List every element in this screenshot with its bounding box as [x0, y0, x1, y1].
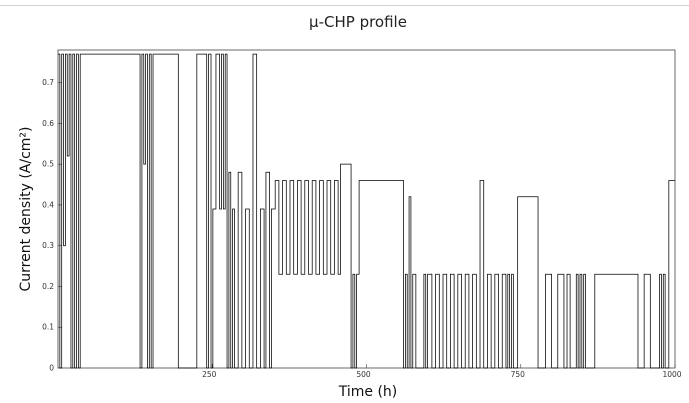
x-tick-label: 250 — [202, 370, 217, 379]
y-tick-label: 0.1 — [42, 323, 54, 332]
plot-frame — [57, 49, 676, 369]
y-tick-label: 0.4 — [42, 200, 54, 209]
y-tick-label: 0.3 — [42, 241, 54, 250]
y-axis-label: Current density (A/cm²) — [18, 127, 34, 292]
chart-title: µ-CHP profile — [309, 13, 407, 31]
y-tick-label: 0.5 — [42, 160, 54, 169]
current-density-trace — [58, 53, 675, 369]
x-tick-label: 500 — [356, 370, 371, 379]
y-tick-label: 0 — [49, 364, 54, 373]
y-tick-label: 0.2 — [42, 282, 54, 291]
x-axis-label: Time (h) — [338, 384, 398, 400]
y-tick-label: 0.6 — [42, 119, 54, 128]
x-axis-ticks: 250 500 750 1000 — [202, 364, 682, 379]
y-axis-ticks: 0 0.1 0.2 0.3 0.4 0.5 0.6 0.7 — [42, 78, 62, 373]
x-tick-label: 750 — [511, 370, 526, 379]
top-rule — [0, 5, 689, 6]
y-tick-label: 0.7 — [42, 78, 54, 87]
x-tick-label: 1000 — [662, 370, 681, 379]
